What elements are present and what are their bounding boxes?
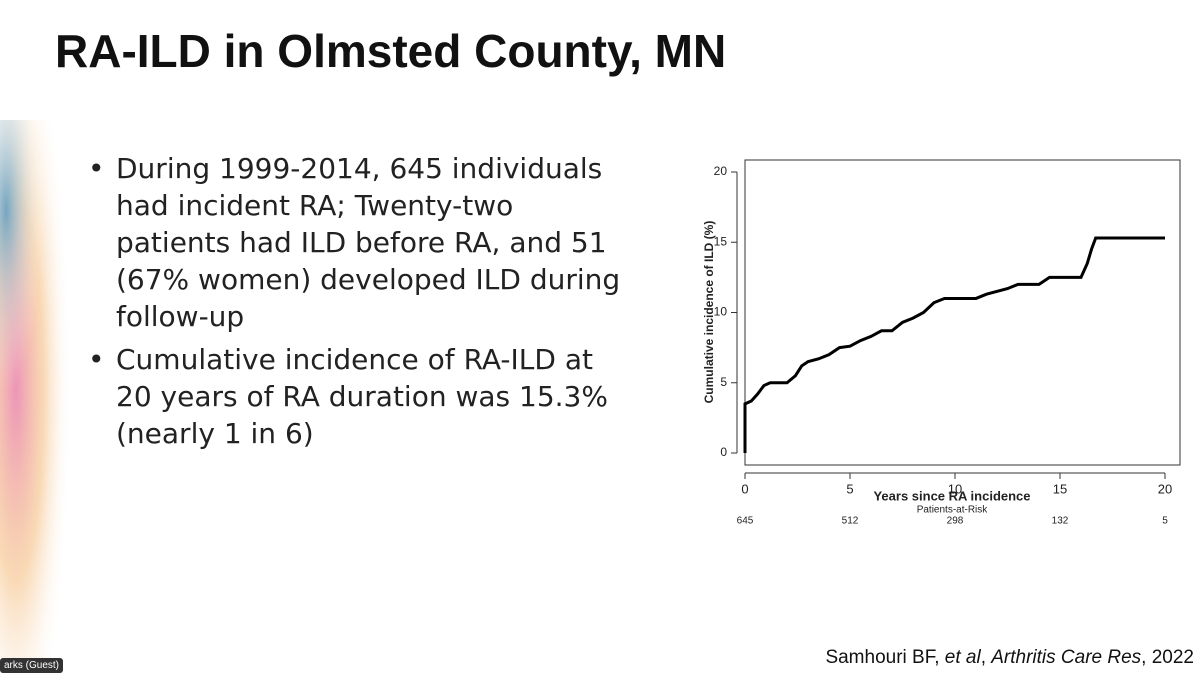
tree-blur (0, 120, 60, 420)
citation-part: Arthritis Care Res (991, 647, 1142, 668)
at-risk-count: 298 (947, 516, 964, 527)
x-tick-label: 5 (846, 481, 853, 496)
y-axis-label: Cumulative incidence of ILD (%) (702, 221, 716, 404)
x-axis-label: Years since RA incidence (873, 488, 1030, 503)
video-overlay: arks (Guest) (0, 655, 120, 675)
plot-frame (744, 159, 1181, 466)
x-tick-label: 20 (1158, 481, 1172, 496)
at-risk-count: 645 (737, 516, 754, 527)
citation-part: , (980, 647, 992, 668)
at-risk-count: 512 (842, 516, 859, 527)
at-risk-count: 132 (1052, 516, 1069, 527)
x-tick-label: 15 (1053, 481, 1067, 496)
x-tick-label: 0 (741, 481, 748, 496)
citation-part: et al (944, 647, 981, 668)
bullet-line: follow-up (116, 300, 245, 333)
bullet-line: During 1999-2014, 645 individuals (116, 152, 603, 185)
bullet: Cumulative incidence of RA-ILD at 20 year… (88, 341, 668, 452)
citation-part: , 2022 (1141, 647, 1194, 668)
bullet-line: Cumulative incidence of RA-ILD at (116, 343, 593, 376)
x-tick-label: 10 (948, 481, 962, 496)
bullet-line: (67% women) developed ILD during (116, 263, 621, 296)
bullet: During 1999-2014, 645 individuals had inc… (88, 150, 668, 335)
y-tick-label: 0 (720, 445, 727, 459)
y-tick-label: 20 (714, 164, 728, 178)
y-tick-label: 10 (714, 305, 728, 319)
citation-part: Samhouri BF, (825, 647, 945, 668)
bullet-line: 20 years of RA duration was 15.3% (116, 380, 608, 413)
decorative-tree (0, 120, 80, 660)
y-tick-label: 15 (714, 234, 728, 248)
participant-name: arks (Guest) (0, 658, 64, 673)
citation: Samhouri BF, et al, Arthritis Care Res, … (825, 647, 1194, 669)
line-series (743, 236, 1165, 453)
slide-title: RA-ILD in Olmsted County, MN (55, 25, 727, 77)
at-risk-count: 5 (1162, 516, 1168, 527)
bullet-list: During 1999-2014, 645 individuals had inc… (88, 150, 668, 458)
y-tick-label: 5 (720, 375, 727, 389)
at-risk-label: Patients-at-Risk (917, 505, 989, 516)
bullet-line: had incident RA; Twenty-two (116, 189, 514, 222)
bullet-line: (nearly 1 in 6) (116, 417, 314, 450)
bullet-line: patients had ILD before RA, and 51 (116, 226, 607, 259)
